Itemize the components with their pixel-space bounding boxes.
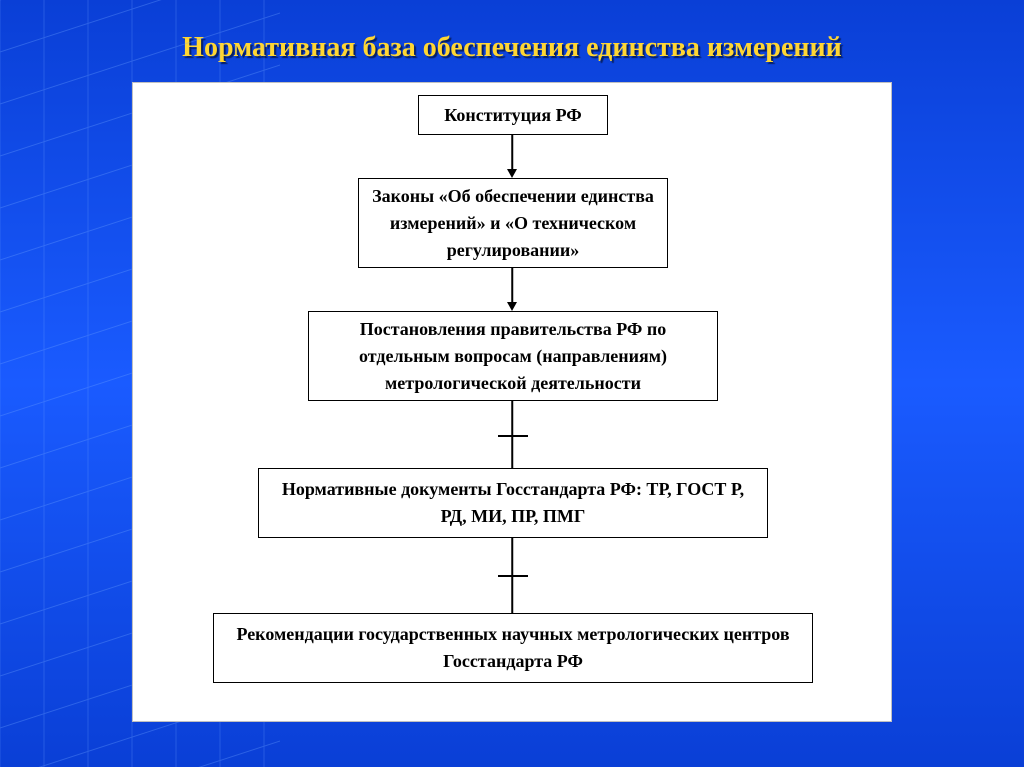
node-label: Конституция РФ bbox=[444, 102, 581, 129]
node-label: Законы «Об обеспечении единства измерени… bbox=[369, 183, 657, 264]
connector bbox=[511, 135, 513, 169]
arrow-icon bbox=[507, 302, 517, 311]
diagram-panel: Конституция РФ Законы «Об обеспечении ед… bbox=[132, 82, 892, 722]
connector bbox=[511, 268, 513, 302]
connector-stub bbox=[498, 435, 528, 437]
node-constitution: Конституция РФ bbox=[418, 95, 608, 135]
node-label: Постановления правительства РФ по отдель… bbox=[319, 316, 707, 397]
node-standards: Нормативные документы Госстандарта РФ: Т… bbox=[258, 468, 768, 538]
node-decrees: Постановления правительства РФ по отдель… bbox=[308, 311, 718, 401]
node-label: Рекомендации государственных научных мет… bbox=[224, 621, 802, 675]
node-recommendations: Рекомендации государственных научных мет… bbox=[213, 613, 813, 683]
node-laws: Законы «Об обеспечении единства измерени… bbox=[358, 178, 668, 268]
connector-stub bbox=[498, 575, 528, 577]
arrow-icon bbox=[507, 169, 517, 178]
node-label: Нормативные документы Госстандарта РФ: Т… bbox=[269, 476, 757, 530]
slide-title: Нормативная база обеспечения единства из… bbox=[0, 0, 1024, 82]
slide: Нормативная база обеспечения единства из… bbox=[0, 0, 1024, 767]
